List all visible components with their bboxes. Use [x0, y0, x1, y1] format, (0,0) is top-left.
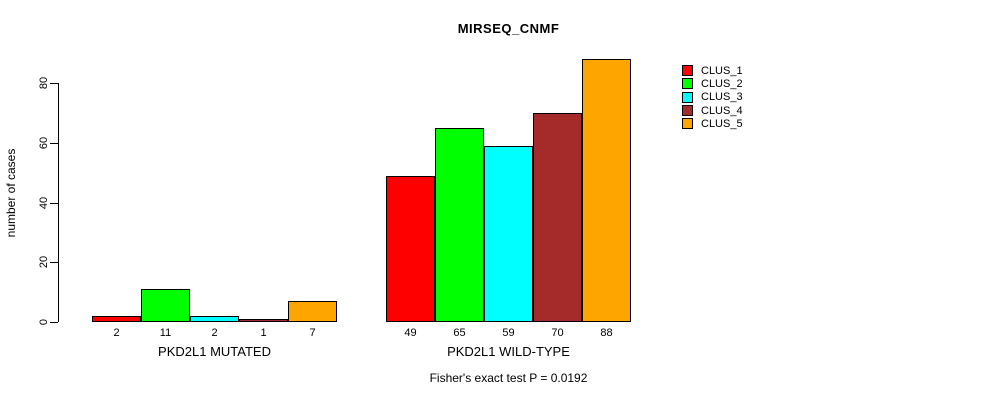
bar-value-label: 1	[260, 327, 267, 339]
legend-label: CLUS_1	[701, 64, 743, 77]
bar-clus_1-wild-type	[386, 176, 435, 322]
group-label: PKD2L1 MUTATED	[158, 344, 271, 359]
legend-swatch	[682, 105, 693, 117]
bar-clus_2-wild-type	[435, 128, 484, 322]
legend-row: CLUS_3	[682, 91, 743, 104]
legend-row: CLUS_4	[682, 104, 743, 117]
bar-value-label: 11	[159, 327, 172, 339]
bar-clus_2-mutated	[141, 289, 190, 322]
y-tick-label: 20	[38, 255, 50, 269]
legend: CLUS_1 CLUS_2 CLUS_3 CLUS_4 CLUS_5	[682, 64, 743, 130]
y-axis-line	[58, 83, 59, 322]
bar-clus_1-mutated	[92, 316, 141, 322]
y-tick-mark	[50, 262, 58, 263]
legend-swatch	[682, 118, 693, 130]
y-tick-label: 40	[38, 196, 50, 210]
bar-clus_4-mutated	[239, 319, 288, 322]
y-tick-mark	[50, 143, 58, 144]
y-tick-mark	[50, 322, 58, 323]
bar-clus_5-mutated	[288, 301, 337, 322]
bar-value-label: 88	[600, 327, 613, 339]
chart-title: MIRSEQ_CNMF	[457, 21, 560, 36]
bar-clus_3-wild-type	[484, 146, 533, 322]
legend-row: CLUS_5	[682, 117, 743, 130]
legend-label: CLUS_2	[701, 77, 743, 90]
bar-value-label: 49	[404, 327, 417, 339]
bar-value-label: 2	[113, 327, 120, 339]
legend-swatch	[682, 91, 693, 103]
bar-value-label: 7	[309, 327, 316, 339]
bar-value-label: 65	[453, 327, 466, 339]
legend-label: CLUS_5	[701, 117, 743, 130]
legend-row: CLUS_2	[682, 77, 743, 90]
y-tick-label: 80	[38, 76, 50, 90]
bar-clus_5-wild-type	[582, 59, 631, 322]
y-axis-label: number of cases	[4, 148, 18, 238]
legend-label: CLUS_4	[701, 104, 743, 117]
legend-swatch	[682, 65, 693, 77]
legend-row: CLUS_1	[682, 64, 743, 77]
bar-value-label: 59	[502, 327, 515, 339]
y-tick-label: 0	[38, 318, 50, 326]
bar-value-label: 2	[211, 327, 218, 339]
y-tick-mark	[50, 83, 58, 84]
bar-clus_4-wild-type	[533, 113, 582, 322]
stat-annotation: Fisher's exact test P = 0.0192	[429, 371, 588, 385]
legend-swatch	[682, 78, 693, 90]
bar-value-label: 70	[551, 327, 564, 339]
y-tick-mark	[50, 203, 58, 204]
bar-clus_3-mutated	[190, 316, 239, 322]
legend-label: CLUS_3	[701, 91, 743, 104]
y-tick-label: 60	[38, 136, 50, 150]
group-label: PKD2L1 WILD-TYPE	[447, 344, 570, 359]
